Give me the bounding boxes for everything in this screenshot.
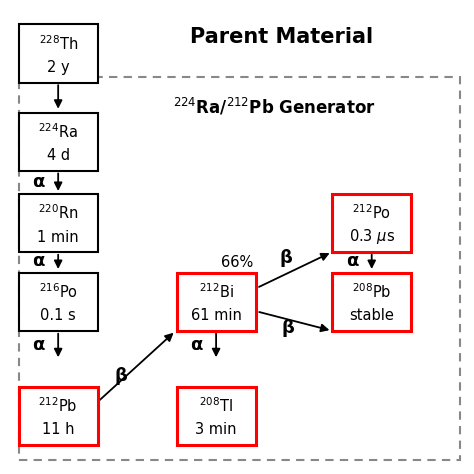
Text: α: α bbox=[32, 252, 45, 270]
Text: α: α bbox=[191, 336, 203, 354]
Text: 4 d: 4 d bbox=[46, 148, 70, 163]
Text: $^{208}$Tl: $^{208}$Tl bbox=[199, 396, 233, 415]
Text: $^{216}$Po: $^{216}$Po bbox=[38, 283, 78, 301]
Text: α: α bbox=[346, 252, 358, 270]
Bar bbox=[332, 273, 411, 331]
Text: 11 h: 11 h bbox=[42, 422, 74, 438]
Text: 1 min: 1 min bbox=[37, 229, 79, 245]
Bar bbox=[177, 273, 255, 331]
Text: $^{224}$Ra: $^{224}$Ra bbox=[38, 122, 78, 141]
Text: 3 min: 3 min bbox=[195, 422, 237, 438]
Bar bbox=[18, 273, 98, 331]
Text: β: β bbox=[282, 319, 294, 337]
Text: Parent Material: Parent Material bbox=[190, 27, 373, 47]
Text: $^{208}$Pb: $^{208}$Pb bbox=[352, 283, 392, 301]
Text: β: β bbox=[114, 367, 128, 385]
Text: $^{220}$Rn: $^{220}$Rn bbox=[38, 203, 78, 222]
Bar bbox=[18, 113, 98, 171]
Text: 2 y: 2 y bbox=[47, 60, 70, 75]
Bar bbox=[177, 387, 255, 445]
Text: 61 min: 61 min bbox=[191, 309, 242, 323]
Text: α: α bbox=[32, 173, 45, 191]
Text: 0.3 $\mu$s: 0.3 $\mu$s bbox=[348, 228, 395, 246]
Text: β: β bbox=[279, 249, 292, 267]
Bar bbox=[18, 194, 98, 252]
Bar bbox=[332, 194, 411, 252]
Text: stable: stable bbox=[349, 309, 394, 323]
Text: $^{212}$Po: $^{212}$Po bbox=[352, 203, 391, 222]
Text: 0.1 s: 0.1 s bbox=[40, 309, 76, 323]
Bar bbox=[18, 25, 98, 82]
Text: 66%: 66% bbox=[221, 255, 253, 270]
Bar bbox=[18, 387, 98, 445]
Text: $^{212}$Bi: $^{212}$Bi bbox=[199, 283, 234, 301]
Text: $^{212}$Pb: $^{212}$Pb bbox=[38, 396, 78, 415]
Text: $^{224}$Ra/$^{212}$Pb Generator: $^{224}$Ra/$^{212}$Pb Generator bbox=[173, 96, 375, 118]
Text: $^{228}$Th: $^{228}$Th bbox=[38, 34, 78, 53]
Text: α: α bbox=[32, 336, 45, 354]
